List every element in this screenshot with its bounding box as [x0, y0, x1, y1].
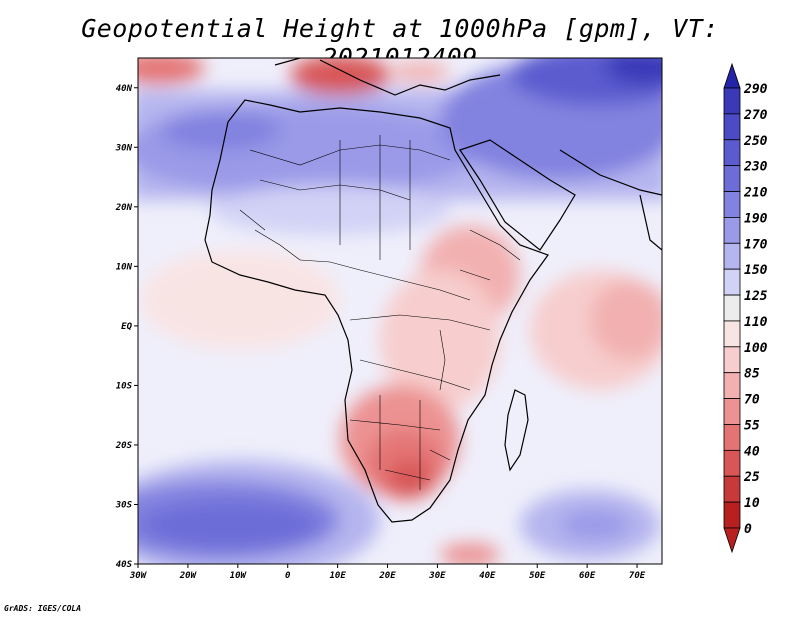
lat-label: 10N — [116, 262, 133, 272]
lon-label: 60E — [579, 571, 596, 581]
colorbar-box — [723, 320, 741, 348]
lon-label: 20W — [179, 571, 198, 581]
colorbar-label: 85 — [744, 367, 760, 382]
coastlines — [204, 58, 662, 523]
longitude-labels: 30W 20W 10W 0 10E 20E 30E 40E 50E 60E 70E — [129, 564, 646, 581]
map-plot-area — [138, 58, 662, 564]
colorbar-label: 210 — [743, 186, 768, 201]
colorbar-label: 100 — [744, 341, 768, 356]
colorbar-box — [723, 372, 741, 399]
colorbar-box — [723, 501, 741, 529]
colorbar-box — [723, 475, 741, 503]
colorbar-label: 10 — [744, 496, 760, 511]
lat-label: 30N — [115, 143, 133, 153]
latitude-labels: 40N 30N 20N 10N EQ 10S 20S 30S 40S — [115, 84, 138, 570]
colorbar-label: 290 — [743, 82, 768, 97]
colorbar-box — [723, 294, 741, 322]
colorbar-label: 230 — [743, 160, 768, 175]
colorbar-label: 70 — [744, 393, 760, 408]
colorbar-top-arrow — [723, 62, 741, 89]
colorbar-box — [723, 346, 741, 374]
colorbar-label: 40 — [744, 444, 760, 459]
colorbar-label: 170 — [744, 237, 768, 252]
lat-label: 20N — [115, 203, 133, 213]
lat-label: 10S — [116, 381, 133, 391]
colorbar-box — [723, 191, 741, 218]
colorbar: 2902702502302101901701501251101008570554… — [723, 62, 768, 554]
colorbar-box — [723, 424, 741, 451]
lon-label: 20E — [378, 571, 396, 581]
colorbar-label: 270 — [743, 108, 768, 123]
lon-label: 0 — [285, 571, 291, 581]
lon-label: 70E — [629, 571, 646, 581]
grads-credit: GrADS: IGES/COLA — [4, 604, 82, 613]
colorbar-label: 150 — [744, 263, 768, 278]
lat-label: 40N — [116, 84, 133, 94]
colorbar-box — [723, 398, 741, 425]
country-borders — [239, 135, 521, 490]
colorbar-label: 125 — [744, 289, 768, 304]
lon-label: 40E — [479, 571, 496, 581]
colorbar-label: 55 — [744, 418, 760, 433]
colorbar-box — [723, 139, 741, 167]
lon-label: 30W — [129, 571, 148, 581]
lon-label: 50E — [529, 571, 546, 581]
colorbar-label: 190 — [744, 211, 768, 226]
colorbar-box — [723, 217, 741, 244]
colorbar-label: 110 — [744, 315, 768, 330]
colorbar-box — [723, 87, 741, 115]
lat-label: 40S — [116, 560, 133, 570]
colorbar-box — [723, 165, 741, 192]
lat-label: 20S — [115, 441, 133, 451]
colorbar-box — [723, 113, 741, 141]
lon-label: 10E — [329, 571, 346, 581]
lon-label: 30E — [428, 571, 446, 581]
colorbar-box — [723, 449, 741, 477]
colorbar-box — [723, 268, 741, 296]
lat-label: 30S — [115, 500, 133, 510]
colorbar-box — [723, 242, 741, 270]
colorbar-bottom-arrow — [723, 527, 741, 554]
map-frame — [137, 57, 663, 565]
height-field — [138, 58, 662, 564]
colorbar-label: 0 — [744, 522, 752, 537]
lat-label: EQ — [121, 322, 132, 332]
colorbar-label: 250 — [743, 134, 768, 149]
colorbar-label: 25 — [743, 470, 760, 485]
lon-label: 10W — [230, 571, 248, 581]
